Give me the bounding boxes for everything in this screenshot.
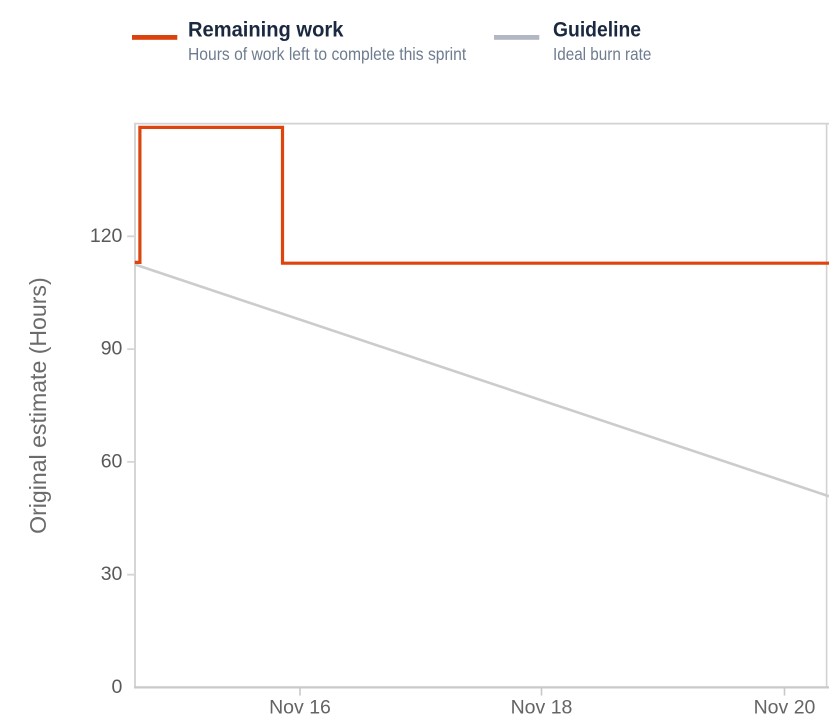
svg-text:Guideline: Guideline [553, 17, 641, 41]
svg-text:Hours of work left to complete: Hours of work left to complete this spri… [188, 44, 466, 64]
svg-text:30: 30 [101, 563, 123, 585]
svg-text:Ideal burn rate: Ideal burn rate [553, 44, 651, 64]
svg-text:120: 120 [90, 225, 123, 247]
svg-text:0: 0 [112, 676, 123, 698]
svg-text:Original estimate (Hours): Original estimate (Hours) [25, 277, 51, 533]
svg-text:Remaining work: Remaining work [188, 17, 343, 41]
svg-text:Nov 18: Nov 18 [511, 696, 573, 718]
svg-text:90: 90 [101, 338, 123, 360]
svg-text:Nov 16: Nov 16 [269, 696, 331, 718]
svg-text:60: 60 [101, 450, 123, 472]
svg-text:Nov 20: Nov 20 [754, 696, 816, 718]
